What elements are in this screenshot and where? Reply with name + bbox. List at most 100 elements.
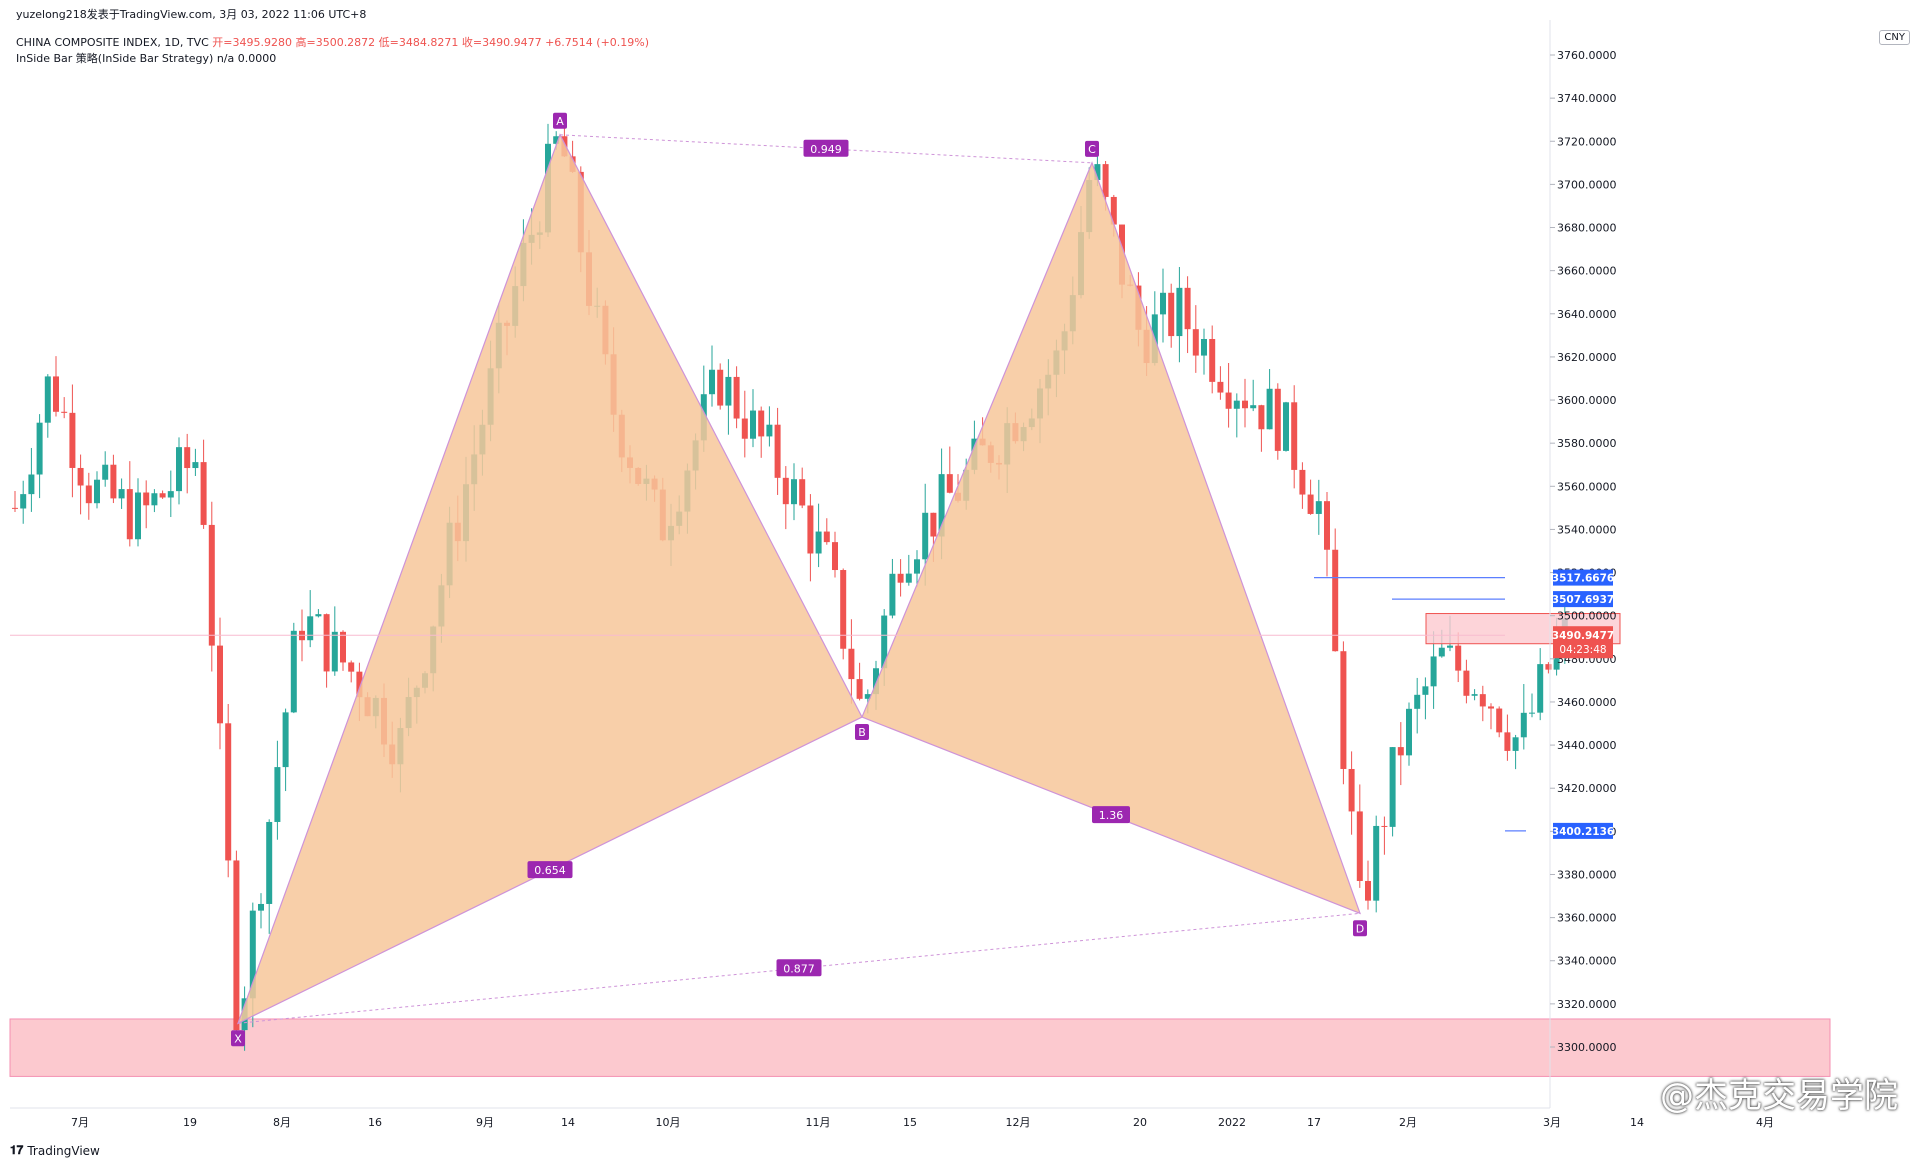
candle-body	[840, 570, 847, 649]
footer: 𝟏𝟕 TradingView	[10, 1143, 100, 1158]
time-axis: 7月 19 8月 16 9月 14 10月 11月 15 12月 20 2022 17 2月 3月 14 4月	[10, 1107, 1774, 1129]
y-tick-label: 3620.0000	[1557, 351, 1617, 364]
last-price-badge	[1553, 626, 1613, 659]
candle-body	[856, 679, 863, 699]
strategy-line[interactable]: InSide Bar 策略(InSide Bar Strategy) n/a 0…	[16, 52, 277, 65]
y-tick-label: 3700.0000	[1557, 178, 1617, 191]
candle-body	[1537, 664, 1544, 713]
candle-body	[331, 631, 338, 672]
y-tick-label: 3760.0000	[1557, 49, 1617, 62]
tradingview-brand[interactable]: TradingView	[27, 1143, 100, 1158]
candle-body	[848, 648, 855, 680]
ratio-label-box	[803, 139, 849, 157]
candle-body	[1324, 501, 1330, 550]
ratio-label: 1.36	[1099, 809, 1124, 822]
x-tick-label: 7月	[71, 1116, 89, 1129]
last-price-text: 3490.9477	[1552, 630, 1614, 642]
point-label-box	[1353, 920, 1367, 937]
candle-body	[192, 462, 199, 469]
x-tick-label: 12月	[1006, 1116, 1031, 1129]
candle-body	[832, 542, 838, 571]
candle-body	[290, 630, 297, 713]
candle-body	[1545, 664, 1552, 670]
candle-body	[741, 418, 748, 439]
y-tick-label: 3740.0000	[1557, 92, 1617, 105]
level-badge	[1553, 822, 1613, 839]
candle-body	[725, 376, 732, 406]
y-tick-label: 3600.0000	[1557, 394, 1617, 407]
candle-body	[1512, 737, 1519, 751]
candle-body	[905, 573, 912, 583]
candle-body	[1488, 706, 1494, 709]
candle-body	[791, 479, 797, 505]
price-axis: 3760.0000 3740.0000 3720.0000 3700.0000 3680…	[1549, 20, 1617, 1108]
candle-body	[1233, 400, 1240, 409]
candle-body	[1332, 549, 1339, 652]
point-label-A: A	[556, 115, 564, 128]
ratio-label-box	[1092, 806, 1130, 824]
ohlc-values: 开=3495.9280 高=3500.2872 低=3484.8271 收=34…	[212, 36, 650, 49]
candle-body	[930, 512, 937, 537]
candle-body	[1102, 164, 1109, 197]
candle-body	[348, 662, 355, 672]
candle-body	[1209, 338, 1216, 382]
point-label-box	[1085, 140, 1099, 157]
candle-body	[36, 422, 43, 475]
y-tick-label: 3680.0000	[1557, 222, 1617, 235]
candle-body	[77, 467, 84, 486]
candle-body	[12, 507, 18, 509]
candle-body	[282, 712, 289, 768]
currency-badge[interactable]: CNY	[1879, 30, 1910, 45]
y-tick-label: 3580.0000	[1557, 437, 1617, 450]
candle-body	[258, 903, 264, 911]
candle-body	[1266, 388, 1273, 430]
x-tick-label: 19	[183, 1116, 197, 1129]
point-label-C: C	[1088, 143, 1096, 156]
candle-body	[1242, 400, 1248, 409]
candle-body	[750, 410, 756, 439]
candle-body	[1274, 388, 1281, 451]
ratio-label: 0.877	[783, 962, 815, 975]
candle-body	[1529, 712, 1535, 714]
candle-body	[1438, 647, 1445, 657]
candle-body	[1406, 708, 1412, 756]
candle-body	[249, 910, 256, 999]
candle-body	[110, 464, 117, 499]
candle-body	[782, 477, 789, 505]
x-tick-label: 17	[1307, 1116, 1321, 1129]
candle-body	[61, 411, 68, 413]
candle-body	[176, 447, 182, 492]
y-tick-label: 3560.0000	[1557, 480, 1617, 493]
level-badge-text: 3400.2136	[1552, 826, 1614, 838]
candle-body	[356, 671, 363, 698]
candle-body	[1373, 825, 1380, 901]
candle-body	[69, 412, 76, 468]
ratio-label: 0.654	[534, 864, 566, 877]
y-tick-label: 3660.0000	[1557, 265, 1617, 278]
candle-body	[717, 369, 724, 406]
candle-body	[307, 616, 314, 641]
symbol-title[interactable]: CHINA COMPOSITE INDEX, 1D, TVC	[16, 36, 209, 49]
x-tick-label: 2022	[1218, 1116, 1246, 1129]
candle-body	[881, 615, 888, 669]
level-badge-text: 3507.6937	[1552, 594, 1614, 606]
tradingview-logo-icon[interactable]: 𝟏𝟕	[10, 1143, 24, 1157]
candle-body	[1291, 402, 1298, 470]
candle-body	[1348, 768, 1355, 812]
candle-body	[85, 485, 92, 504]
watermark-credit: @杰克交易学院	[1660, 1076, 1898, 1116]
candle-body	[274, 767, 281, 822]
candle-body	[151, 493, 158, 506]
candle-body	[1471, 694, 1478, 696]
candle-body	[1422, 686, 1429, 695]
x-tick-label: 3月	[1543, 1116, 1561, 1129]
candle-body	[1504, 732, 1511, 751]
x-tick-label: 14	[561, 1116, 575, 1129]
x-tick-label: 16	[368, 1116, 382, 1129]
candle-body	[1283, 402, 1289, 451]
candle-body	[1160, 292, 1166, 315]
candle-body	[1217, 381, 1224, 393]
candle-body	[1496, 708, 1503, 733]
